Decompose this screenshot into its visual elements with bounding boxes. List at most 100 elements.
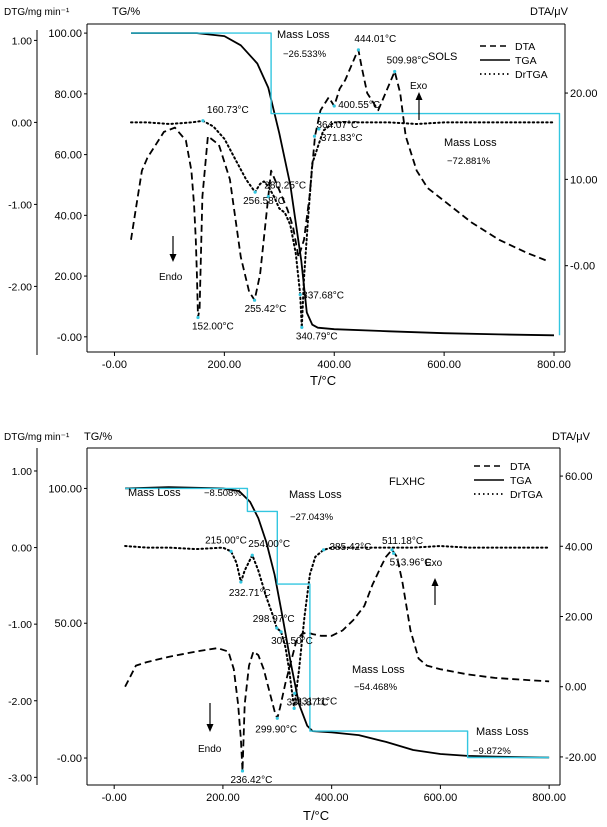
chart-flxhc: DTG/mg min⁻¹ TG/% DTA/μV T/°C FLXHC -0.0… [4,431,596,823]
tg-tick-label: 60.00 [54,150,82,162]
peak-label: 232.71°C [229,588,271,599]
series-tga [125,486,550,759]
dta-tick-label: 20.00 [565,612,593,624]
peak-label: 513.96°C [390,557,432,568]
peak-label: 337.68°C [302,291,344,302]
endo-label: Endo [159,272,183,283]
peak-marker [240,769,245,773]
peak-label: 215.00°C [205,535,247,546]
mass-loss-title: Mass Loss [444,137,497,149]
exo-arrow [431,578,439,605]
x-tick-label: 400.00 [315,792,349,804]
endo-arrow [169,236,177,262]
peak-label: 306.50°C [271,636,313,647]
peak-label: 340.79°C [296,331,338,342]
exo-label: Exo [425,558,443,569]
peak-marker [196,315,200,320]
x-tick-label: 800.00 [532,792,566,804]
mass-loss-value: −8.508% [204,488,242,499]
mass-loss-title: Mass Loss [277,29,330,41]
axis-ticks: -0.00 200.00 400.00 600.00 800.00 100.00 50.00… [8,466,596,804]
peak-label: 385.42°C [330,542,372,553]
peak-marker [312,134,317,138]
mass-loss-title: Mass Loss [289,489,342,501]
peak-label: 331.11°C [296,696,337,707]
peak-marker [293,691,297,695]
peak-marker [253,190,257,194]
peak-label: 511.18°C [382,536,423,547]
dtg-axis-label: DTG/mg min⁻¹ [4,7,70,18]
peak-marker [390,548,394,552]
dtg-tick-label: -3.00 [8,772,32,784]
peak-marker [321,548,326,552]
series-drtga [130,119,555,329]
series-group [130,32,561,337]
endo-label: Endo [198,744,222,755]
dta-tick-label: -0.00 [570,261,595,273]
peak-marker [392,551,396,555]
tg-tick-label: 20.00 [54,271,82,283]
peak-label: 509.98°C [387,55,429,66]
tg-tick-label: 80.00 [54,89,82,101]
dta-tick-label: 10.00 [570,174,598,186]
dta-axis-label: DTA/μV [530,6,569,18]
peak-label: 255.42°C [245,304,287,315]
legend-label-dta: DTA [515,41,535,53]
exo-arrow [415,92,423,120]
peak-marker [229,549,233,553]
peak-marker [279,630,283,634]
peak-marker [317,127,321,131]
legend: DTA TGA DrTGA [474,461,543,501]
peak-label: 152.00°C [192,321,234,332]
peak-label: 160.73°C [207,105,249,116]
peak-label: 256.58°C [243,196,285,207]
x-tick-label: 600.00 [427,359,461,371]
tg-axis-label: TG/% [84,431,112,443]
peak-marker [252,298,257,302]
mass-loss-value: −27.043% [290,512,334,523]
mass-loss-value: −54.468% [354,682,398,693]
peak-label: 371.83°C [321,133,363,144]
peak-marker [239,580,243,584]
tg-tick-label: -0.00 [57,753,82,765]
legend-label-drtga: DrTGA [515,69,548,81]
x-tick-label: 800.00 [537,359,571,371]
peak-marker [356,48,361,52]
axis-ticks: -0.00 200.00 400.00 600.00 800.00 100.00 80.00… [8,28,597,371]
chart-title: SOLS [428,51,457,63]
mass-loss-title: Mass Loss [128,487,181,499]
tg-axis-label: TG/% [112,6,140,18]
exo-label: Exo [410,81,428,92]
series-mass-loss-steps [125,487,550,759]
mass-loss-title: Mass Loss [352,664,405,676]
dtg-axis-label: DTG/mg min⁻¹ [4,432,70,443]
peak-marker [266,195,270,199]
mass-loss-value: −72.881% [447,156,491,167]
peak-label: 298.97°C [253,614,295,625]
x-axis-label: T/°C [303,808,329,823]
tg-tick-label: 40.00 [54,210,82,222]
peak-marker [201,119,205,123]
peak-label: 280.25°C [264,181,306,192]
mass-loss-value: −9.872% [473,746,511,757]
peak-marker [332,104,336,108]
peak-marker [393,69,397,74]
annotation-group: 160.73°C 152.00°C 280.25°C 256.58°C 255.42°C… [192,34,429,343]
dta-tick-label: -20.00 [565,752,596,764]
dta-tick-label: 0.00 [565,682,586,694]
mass-loss-value: −26.533% [283,49,327,60]
peak-label: 236.42°C [230,775,272,786]
peak-marker [275,716,279,720]
series-group [124,486,551,772]
legend-label-drtga: DrTGA [510,489,543,501]
peak-label: 299.90°C [255,724,297,735]
series-dta [124,548,550,772]
tg-tick-label: 100.00 [48,28,82,40]
x-axis-label: T/°C [310,373,336,388]
chart-title: FLXHC [389,476,425,488]
peak-marker [298,293,302,297]
annotation-group: 215.00°C 254.00°C 232.71°C 298.97°C 306.50°C… [205,535,431,786]
x-tick-label: 600.00 [424,792,458,804]
dtg-tick-label: 1.00 [12,35,33,47]
